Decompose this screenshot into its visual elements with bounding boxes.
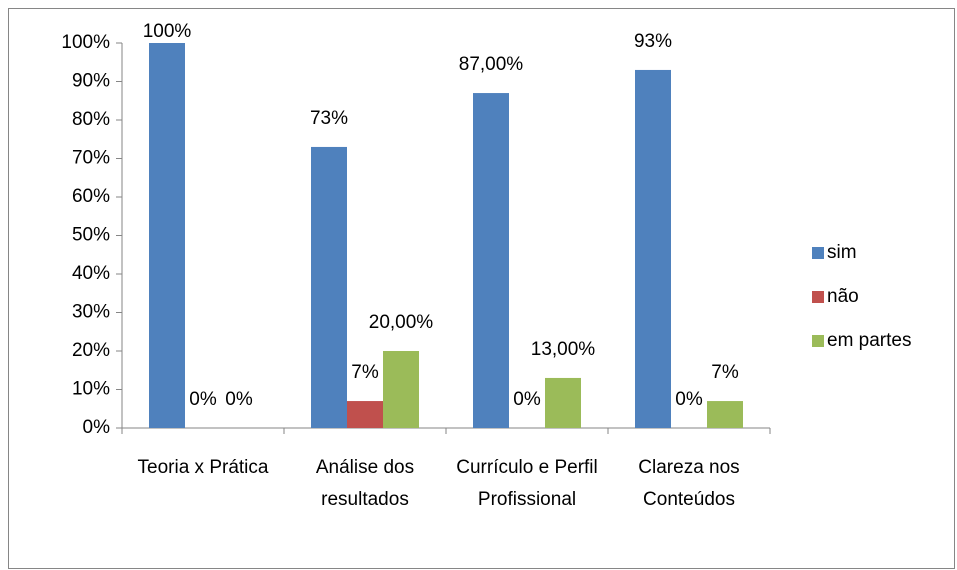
- data-label: 100%: [143, 21, 192, 42]
- y-tick-label: 70%: [72, 148, 110, 169]
- bar: [545, 377, 581, 428]
- x-tick-label: Clareza nos Conteúdos: [638, 457, 740, 510]
- data-label: 0%: [225, 389, 253, 410]
- data-label: 0%: [513, 389, 541, 410]
- y-tick-label: 20%: [72, 340, 110, 361]
- bar: [707, 401, 743, 428]
- data-label: 7%: [351, 362, 379, 383]
- legend-swatch: [812, 291, 824, 303]
- y-tick-label: 90%: [72, 71, 110, 92]
- bar: [347, 401, 383, 428]
- x-tick-label-box: Teoria x Prática: [137, 457, 269, 478]
- bar: [473, 93, 509, 429]
- x-tick-label: Teoria x Prática: [137, 457, 269, 478]
- legend-swatch: [812, 247, 824, 259]
- legend-swatch: [812, 335, 824, 347]
- x-tick-label: Análise dos resultados: [315, 457, 415, 510]
- y-tick-label: 50%: [72, 225, 110, 246]
- data-label: 7%: [711, 362, 739, 383]
- y-tick-label: 80%: [72, 109, 110, 130]
- legend-label: sim: [827, 242, 857, 263]
- x-tick-label-box: Clareza nos Conteúdos: [638, 457, 740, 510]
- bar: [311, 146, 347, 428]
- x-tick-label-box: Análise dos resultados: [315, 457, 415, 510]
- bar: [383, 351, 419, 428]
- legend-label: em partes: [827, 330, 911, 351]
- data-label: 87,00%: [459, 54, 524, 75]
- y-tick-label: 60%: [72, 186, 110, 207]
- y-tick-label: 30%: [72, 302, 110, 323]
- x-tick-label-box: Currículo e Perfil Profissional: [456, 457, 598, 510]
- data-label: 0%: [675, 389, 703, 410]
- bar: [149, 43, 185, 428]
- y-tick-label: 10%: [72, 379, 110, 400]
- x-tick-label: Currículo e Perfil Profissional: [456, 457, 598, 510]
- data-label: 20,00%: [369, 312, 434, 333]
- data-label: 93%: [634, 31, 672, 52]
- data-label: 73%: [310, 108, 348, 129]
- data-label: 0%: [189, 389, 217, 410]
- y-tick-label: 0%: [83, 417, 111, 438]
- legend-label: não: [827, 286, 859, 307]
- y-tick-label: 40%: [72, 263, 110, 284]
- bar: [635, 69, 671, 428]
- y-tick-label: 100%: [61, 32, 110, 53]
- data-label: 13,00%: [531, 339, 596, 360]
